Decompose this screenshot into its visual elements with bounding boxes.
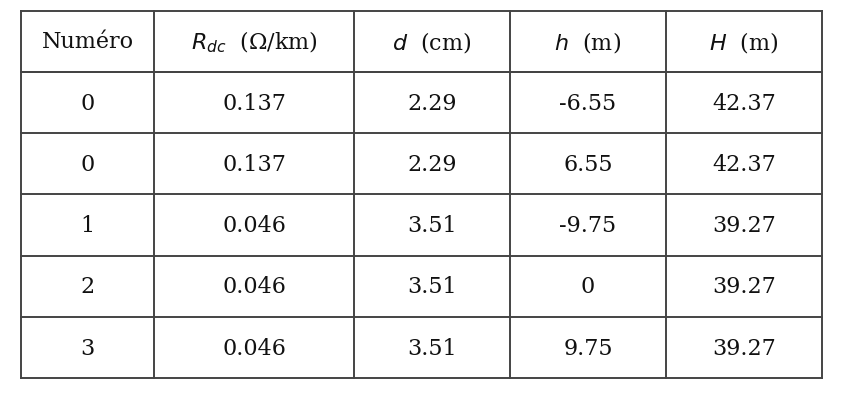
Text: 3.51: 3.51 xyxy=(407,337,457,359)
Text: 0: 0 xyxy=(81,92,94,114)
Text: 3: 3 xyxy=(81,337,94,359)
Text: 42.37: 42.37 xyxy=(712,92,776,114)
Text: $\mathit{R}_{dc}$  (Ω/km): $\mathit{R}_{dc}$ (Ω/km) xyxy=(191,30,318,55)
Text: 39.27: 39.27 xyxy=(712,337,776,359)
Text: 9.75: 9.75 xyxy=(563,337,613,359)
Text: 3.51: 3.51 xyxy=(407,275,457,298)
Text: 0: 0 xyxy=(81,153,94,176)
Text: 42.37: 42.37 xyxy=(712,153,776,176)
Text: 0: 0 xyxy=(581,275,595,298)
Text: 0.046: 0.046 xyxy=(223,337,286,359)
Text: 2.29: 2.29 xyxy=(407,92,457,114)
Text: Numéro: Numéro xyxy=(41,31,134,53)
Text: 1: 1 xyxy=(81,214,94,237)
Text: 39.27: 39.27 xyxy=(712,214,776,237)
Text: -9.75: -9.75 xyxy=(560,214,616,237)
Text: 0.137: 0.137 xyxy=(223,92,286,114)
Text: $\mathit{d}$  (cm): $\mathit{d}$ (cm) xyxy=(392,30,472,55)
Text: 0.137: 0.137 xyxy=(223,153,286,176)
Text: -6.55: -6.55 xyxy=(560,92,616,114)
Text: 2.29: 2.29 xyxy=(407,153,457,176)
Text: 0.046: 0.046 xyxy=(223,214,286,237)
Text: 0.046: 0.046 xyxy=(223,275,286,298)
Text: 3.51: 3.51 xyxy=(407,214,457,237)
Text: 2: 2 xyxy=(81,275,94,298)
Text: 39.27: 39.27 xyxy=(712,275,776,298)
Text: 6.55: 6.55 xyxy=(563,153,613,176)
Text: $\mathit{H}$  (m): $\mathit{H}$ (m) xyxy=(709,30,779,55)
Text: $\mathit{h}$  (m): $\mathit{h}$ (m) xyxy=(555,30,621,55)
